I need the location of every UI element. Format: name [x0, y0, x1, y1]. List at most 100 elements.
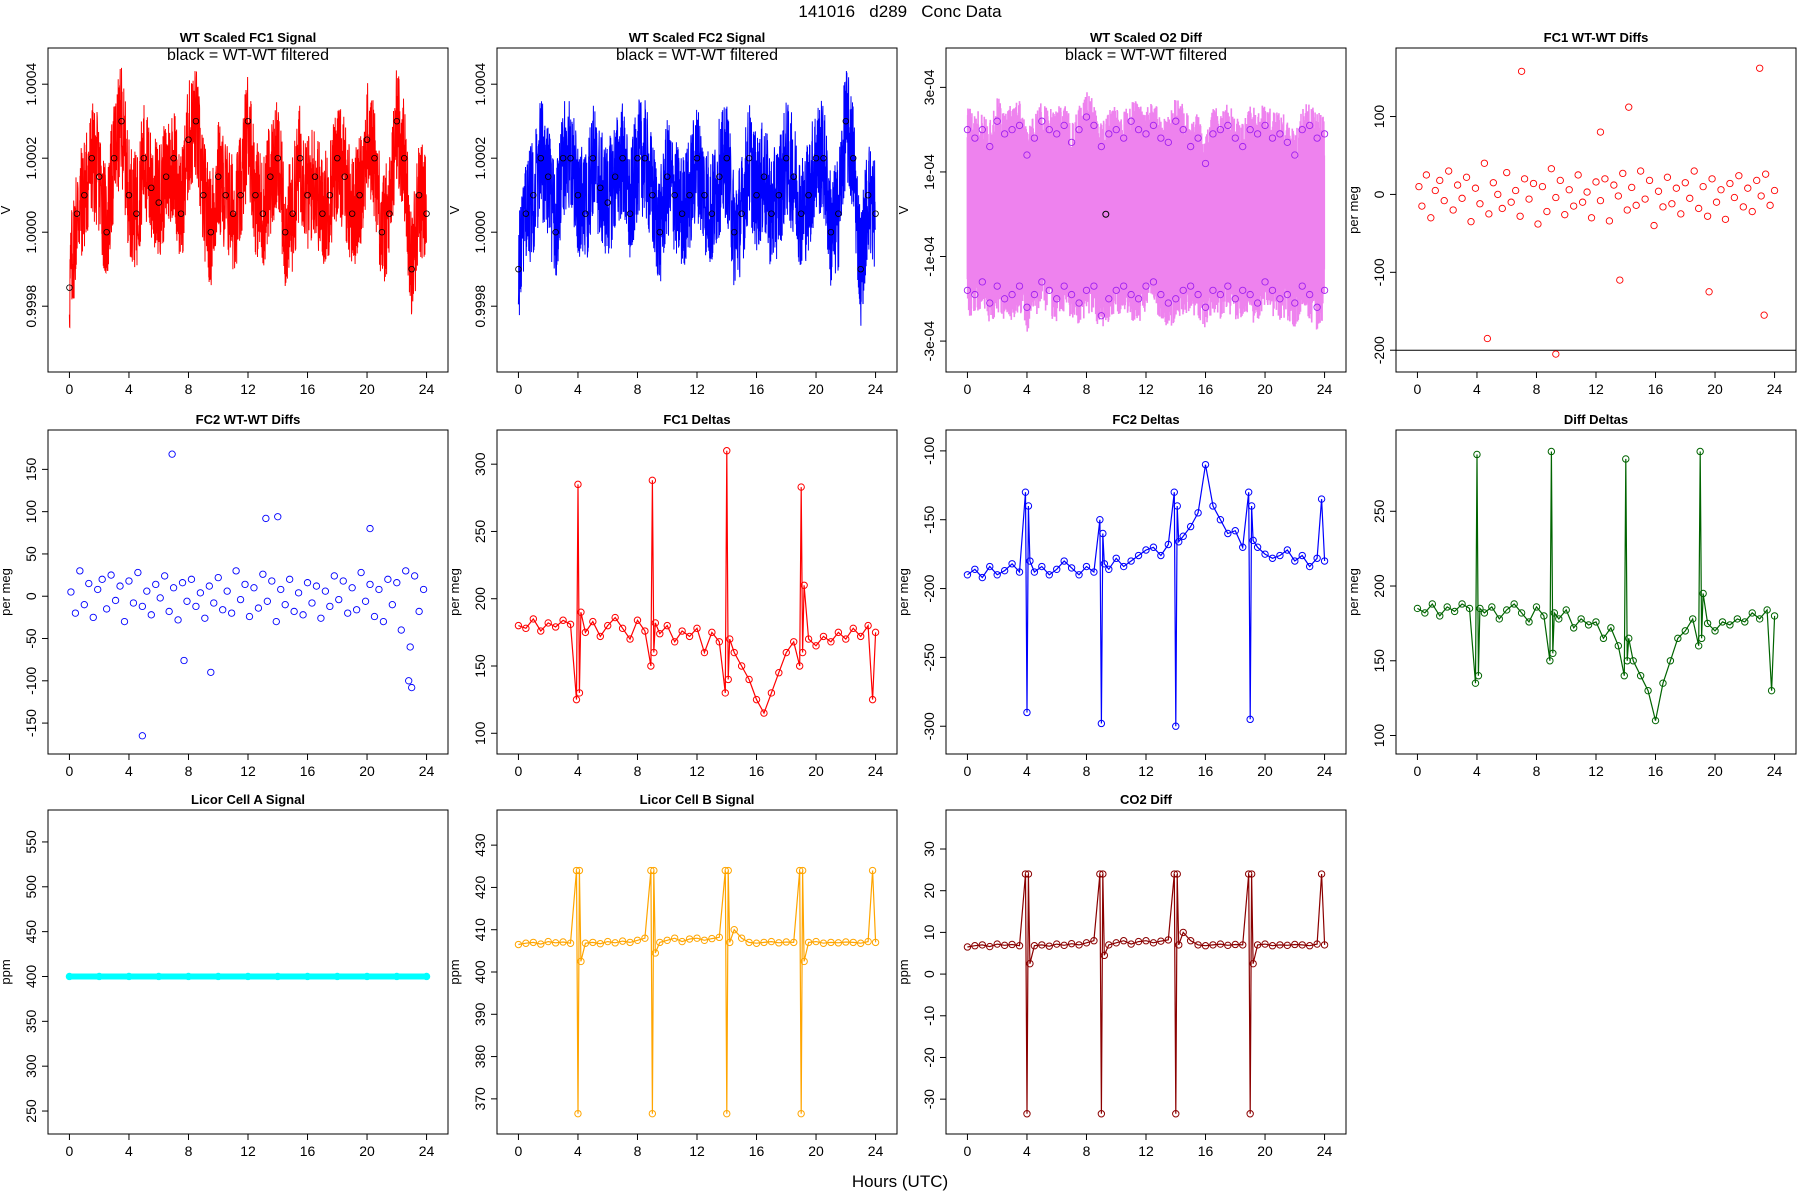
data-point: [1305, 942, 1314, 950]
data-point: [1614, 192, 1622, 200]
data-point: [1744, 184, 1752, 192]
data-point: [978, 573, 987, 582]
data-point: [730, 648, 738, 657]
chart-panel-p3: WT Scaled O2 Diff black = WT-WT filtered V…: [896, 30, 1347, 397]
data-point: [1735, 172, 1743, 180]
data-point: [656, 630, 664, 638]
data-point: [1053, 565, 1061, 573]
data-point: [1668, 200, 1676, 208]
data-point: [1008, 560, 1016, 568]
x-tick-label: 8: [185, 381, 193, 397]
data-point: [379, 617, 388, 626]
data-point: [303, 579, 312, 587]
plot-frame: [496, 47, 898, 373]
data-point: [1488, 603, 1496, 611]
data-point: [161, 572, 169, 580]
data-point: [1641, 195, 1649, 203]
filtered-point: [401, 154, 408, 162]
data-point: [1547, 447, 1556, 456]
data-point: [1305, 562, 1314, 571]
y-tick-label: 390: [472, 1002, 488, 1026]
data-point: [1247, 870, 1256, 878]
filtered-point: [619, 154, 626, 162]
filtered-point: [768, 210, 775, 217]
y-tick-label: 410: [472, 918, 488, 942]
data-point: [1253, 543, 1262, 551]
lower-point: [963, 286, 972, 294]
x-tick-label: 8: [1083, 1143, 1091, 1159]
x-tick-label: 12: [240, 1143, 256, 1159]
data-point: [721, 866, 729, 875]
data-point: [1467, 218, 1475, 226]
signal-trace: [68, 67, 427, 329]
lower-point: [1313, 303, 1321, 311]
data-point: [798, 866, 807, 875]
center-point: [1102, 210, 1110, 218]
data-point: [604, 621, 612, 630]
filtered-point: [693, 154, 701, 162]
data-point: [522, 939, 530, 947]
data-point: [626, 938, 634, 947]
y-tick-label: -10: [921, 1005, 937, 1025]
filtered-point: [567, 154, 574, 162]
y-tick-label: 250: [472, 520, 488, 544]
filtered-point: [827, 228, 835, 236]
x-tick-label: 12: [240, 763, 256, 779]
x-tick-label: 16: [300, 381, 316, 397]
filtered-point: [805, 191, 812, 199]
data-point: [1149, 543, 1158, 551]
data-point: [1697, 634, 1706, 643]
filtered-point: [296, 154, 304, 162]
filtered-point: [634, 154, 641, 162]
plot-area: [1396, 64, 1796, 358]
y-tick-label: 400: [472, 960, 488, 984]
plot-area: [514, 447, 880, 717]
upper-point: [1127, 117, 1135, 125]
data-point: [864, 621, 872, 630]
data-point: [804, 635, 813, 643]
data-point: [1474, 672, 1483, 680]
x-tick-label: 24: [419, 381, 435, 397]
data-point: [143, 587, 151, 595]
upper-point: [1053, 130, 1061, 138]
data-point: [1690, 167, 1698, 175]
data-point: [1175, 941, 1183, 949]
data-point: [514, 621, 523, 630]
data-point: [1443, 603, 1451, 611]
lower-point: [1261, 278, 1269, 286]
lower-point: [1127, 290, 1135, 299]
data-point: [1681, 179, 1689, 187]
data-point: [95, 972, 103, 981]
filtered-point: [723, 154, 730, 162]
data-point: [1246, 715, 1254, 724]
data-point: [572, 695, 581, 704]
plot-area: [65, 972, 431, 981]
x-tick-label: 24: [868, 763, 884, 779]
data-point: [116, 582, 124, 590]
x-tick-label: 20: [808, 763, 824, 779]
filtered-point: [731, 228, 738, 236]
data-point: [1569, 624, 1578, 632]
data-point: [1067, 564, 1076, 572]
filtered-point: [177, 210, 185, 217]
data-point: [775, 939, 783, 947]
data-point: [1024, 870, 1033, 878]
upper-point: [1194, 134, 1202, 142]
lower-point: [1045, 286, 1053, 294]
lower-point: [1075, 299, 1083, 307]
data-point: [1623, 206, 1631, 214]
data-point: [812, 937, 820, 946]
data-point: [700, 936, 709, 944]
data-point: [1008, 940, 1016, 949]
x-tick-label: 8: [634, 1143, 642, 1159]
filtered-point: [252, 191, 259, 199]
lower-point: [1201, 303, 1210, 311]
data-point: [1587, 214, 1596, 222]
y-tick-label: 250: [1371, 499, 1387, 523]
filtered-point: [155, 199, 162, 206]
data-point: [125, 577, 133, 585]
data-point: [1695, 204, 1703, 213]
data-point: [250, 584, 258, 592]
filtered-point: [797, 210, 805, 217]
plot-frame: [496, 809, 898, 1135]
